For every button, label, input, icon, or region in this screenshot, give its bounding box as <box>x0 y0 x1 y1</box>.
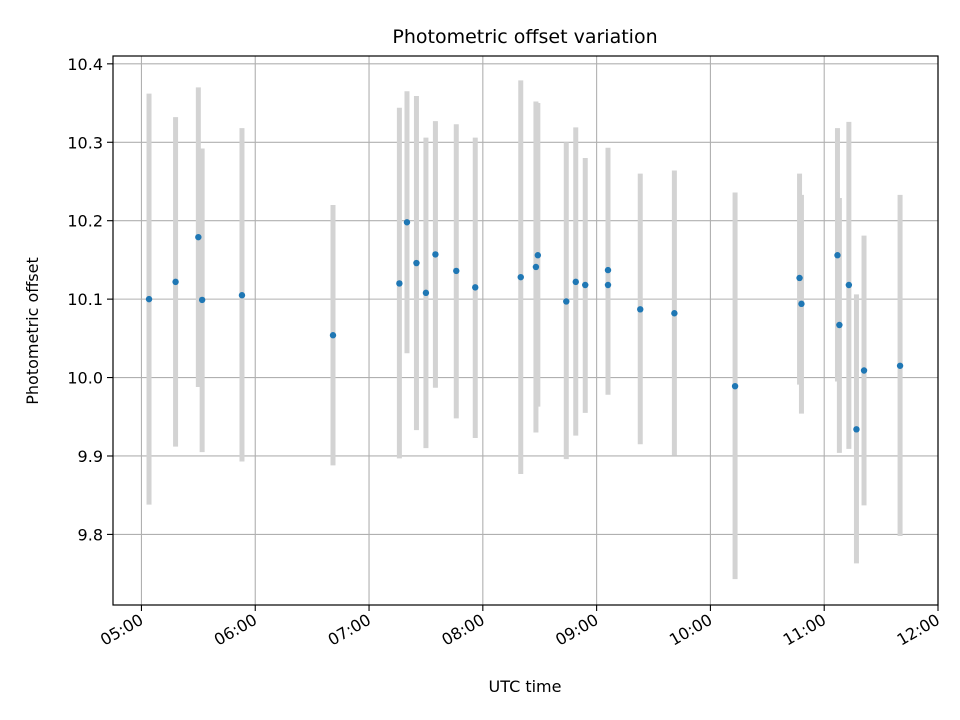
chart-title: Photometric offset variation <box>392 26 657 48</box>
data-point <box>472 284 479 291</box>
y-tick-label: 10.0 <box>67 369 103 388</box>
data-point <box>238 292 246 299</box>
data-point <box>432 251 439 258</box>
data-point <box>896 362 904 369</box>
data-point <box>834 252 841 259</box>
data-point <box>731 382 739 390</box>
data-point <box>198 296 206 304</box>
data-point <box>563 298 570 305</box>
data-point <box>413 259 420 267</box>
data-point <box>422 289 430 297</box>
y-tick-label: 10.1 <box>67 290 103 309</box>
data-point <box>403 219 411 226</box>
data-point <box>329 332 337 339</box>
data-markers <box>145 219 904 433</box>
data-point <box>582 281 589 289</box>
data-point <box>534 252 542 259</box>
data-point <box>836 321 843 329</box>
y-tick-label: 10.2 <box>67 212 103 231</box>
data-point <box>671 310 678 317</box>
data-point <box>172 278 179 286</box>
y-tick-label: 9.8 <box>78 525 103 544</box>
data-point <box>396 280 403 287</box>
data-point <box>637 306 644 313</box>
y-tick-label: 10.4 <box>67 55 103 74</box>
x-axis-title: UTC time <box>489 677 562 696</box>
data-point <box>517 273 524 281</box>
data-point <box>195 233 202 241</box>
data-point <box>860 367 868 374</box>
data-point <box>798 300 805 308</box>
data-point <box>796 274 803 282</box>
y-axis-title: Photometric offset <box>23 257 42 405</box>
data-point <box>572 278 579 286</box>
data-point <box>853 426 860 433</box>
data-point <box>145 295 153 303</box>
y-tick-label: 9.9 <box>78 447 103 466</box>
data-point <box>845 281 853 289</box>
data-point <box>604 266 612 274</box>
plot-frame <box>112 55 939 606</box>
data-point <box>604 281 612 289</box>
data-point <box>532 263 540 271</box>
plot-area <box>113 56 938 605</box>
y-tick-label: 10.3 <box>67 133 103 152</box>
y-axis: 9.8 9.9 10.0 10.1 10.2 10.3 10.4 <box>67 55 113 544</box>
data-point <box>453 267 460 275</box>
